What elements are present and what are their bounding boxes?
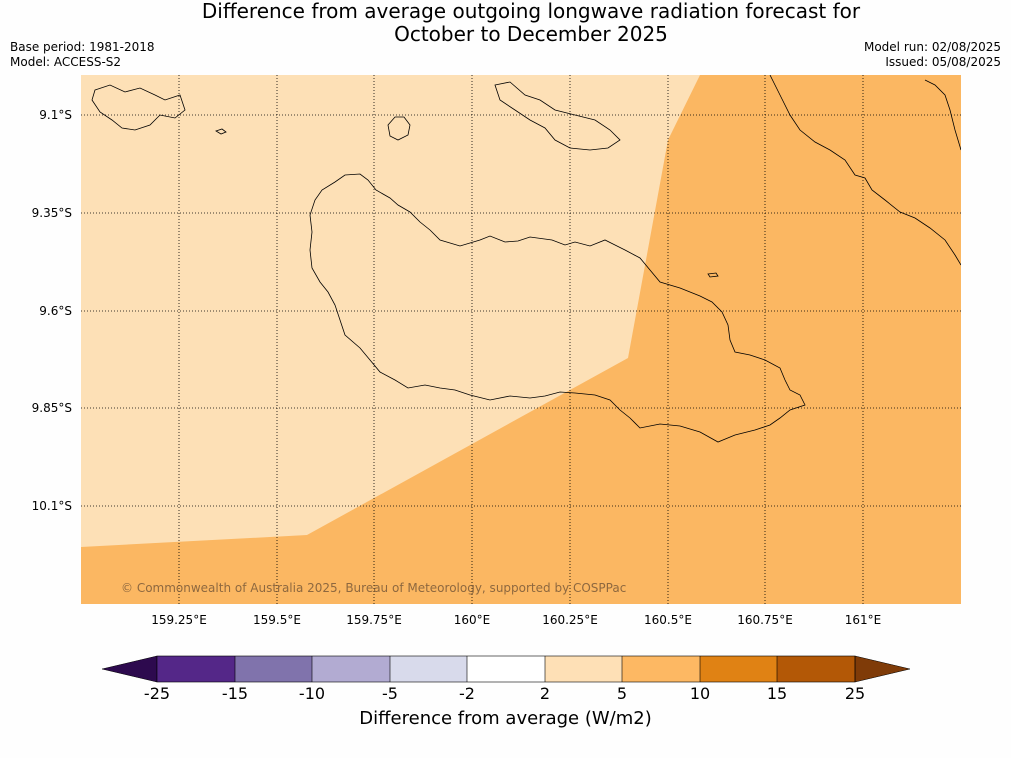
copyright-notice: © Commonwealth of Australia 2025, Bureau…	[121, 581, 626, 595]
coastlines	[91, 75, 961, 443]
title-line-2: October to December 2025	[394, 22, 668, 46]
colorbar-tick: 10	[690, 684, 710, 703]
lon-tick: 160.25°E	[542, 613, 598, 627]
lat-tick: 9.85°S	[32, 401, 72, 415]
model-name: Model: ACCESS-S2	[10, 55, 122, 69]
colorbar-frame	[156, 655, 856, 683]
colorbar-segment	[622, 656, 700, 682]
colorbar-tick: 15	[767, 684, 787, 703]
island-malaita-edge	[924, 79, 961, 151]
page-title: Difference from average outgoing longwav…	[0, 0, 1011, 46]
colorbar-tick: 5	[617, 684, 627, 703]
lon-axis: 159.25°E 159.5°E 159.75°E 160°E 160.25°E…	[151, 613, 881, 627]
lon-tick: 161°E	[845, 613, 882, 627]
meta-right: Model run: 02/08/2025 Issued: 05/08/2025	[864, 40, 1001, 70]
lat-tick: 9.35°S	[32, 206, 72, 220]
colorbar-tick: -10	[299, 684, 325, 703]
island-florida-east	[494, 81, 621, 151]
title-line-1: Difference from average outgoing longwav…	[201, 0, 861, 23]
model-run: Model run: 02/08/2025	[863, 40, 1001, 54]
lon-tick: 160°E	[454, 613, 491, 627]
colorbar-arrow-low	[101, 655, 158, 683]
colorbar-tick: -25	[144, 684, 170, 703]
lon-tick: 159.5°E	[253, 613, 301, 627]
colorbar-tick: -5	[382, 684, 398, 703]
colorbar-segment	[157, 656, 235, 682]
lon-tick: 159.75°E	[346, 613, 402, 627]
colorbar-segment	[467, 656, 545, 682]
islet-2	[707, 272, 719, 278]
islet-1	[215, 128, 227, 135]
colorbar-tick: 25	[845, 684, 865, 703]
island-north-small	[387, 116, 411, 141]
lon-tick: 159.25°E	[151, 613, 207, 627]
colorbar-segment	[312, 656, 390, 682]
map-panel: © Commonwealth of Australia 2025, Bureau…	[81, 75, 961, 604]
lat-tick: 9.1°S	[39, 108, 72, 122]
coast-malaita	[769, 75, 961, 266]
colorbar-tick: -15	[222, 684, 248, 703]
colorbar-segment	[777, 656, 855, 682]
colorbar-segment	[545, 656, 622, 682]
colorbar-arrow-high	[854, 655, 911, 683]
colorbar: -25 -15 -10 -5 -2 2 5 10 15 25	[101, 655, 911, 703]
meta-left: Base period: 1981-2018 Model: ACCESS-S2	[10, 40, 155, 70]
island-florida-west	[91, 84, 186, 131]
colorbar-segment	[390, 656, 467, 682]
colorbar-dividers	[234, 656, 778, 682]
issued-date: Issued: 05/08/2025	[885, 55, 1001, 69]
colorbar-tick: -2	[459, 684, 475, 703]
lat-tick: 9.6°S	[39, 304, 72, 318]
lon-tick: 160.5°E	[644, 613, 692, 627]
region-5-to-10	[81, 75, 961, 604]
lat-axis: 9.1°S 9.35°S 9.6°S 9.85°S 10.1°S	[32, 108, 72, 513]
island-guadalcanal	[309, 173, 806, 443]
colorbar-tick: 2	[540, 684, 550, 703]
colorbar-segment	[700, 656, 777, 682]
gridlines	[81, 75, 961, 604]
colorbar-label: Difference from average (W/m2)	[359, 708, 652, 729]
lat-tick: 10.1°S	[32, 499, 72, 513]
lon-tick: 160.75°E	[737, 613, 793, 627]
colorbar-segment	[235, 656, 312, 682]
base-period: Base period: 1981-2018	[10, 40, 155, 54]
